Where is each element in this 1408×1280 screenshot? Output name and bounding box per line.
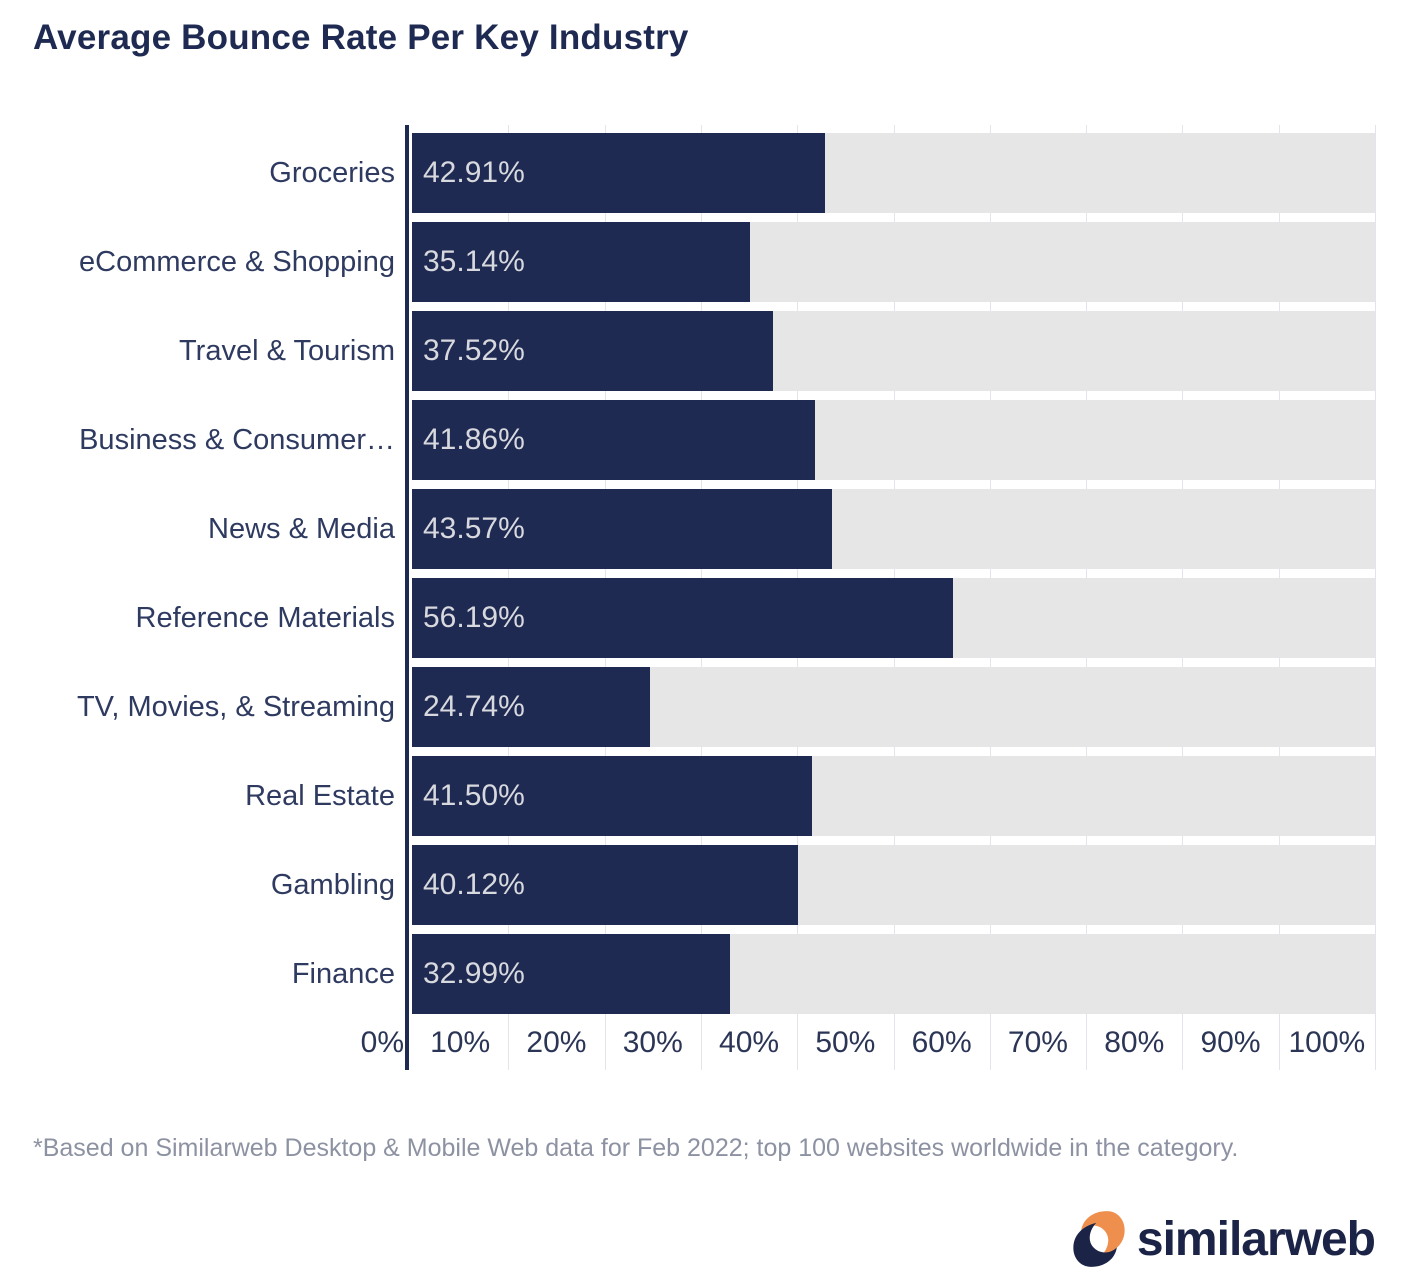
- x-axis-tick-label: 70%: [1007, 1025, 1068, 1059]
- category-label: Travel & Tourism: [179, 334, 395, 367]
- similarweb-swirl-icon: [1073, 1211, 1125, 1267]
- bar-value-label: 41.50%: [423, 779, 525, 812]
- bar-groceries: 42.91%: [412, 133, 826, 213]
- category-label: Finance: [291, 957, 395, 990]
- bar-value-label: 37.52%: [423, 334, 525, 367]
- category-label: eCommerce & Shopping: [79, 245, 395, 278]
- x-axis-tick-label: 50%: [815, 1025, 876, 1059]
- category-label: Groceries: [269, 156, 395, 189]
- bar-track: 37.52%: [412, 311, 1375, 391]
- bar-value-label: 43.57%: [423, 512, 525, 545]
- gridline: [1375, 125, 1376, 1070]
- bar-track: 41.50%: [412, 756, 1375, 836]
- x-axis-tick-label: 30%: [622, 1025, 683, 1059]
- bar-track: 56.19%: [412, 578, 1375, 658]
- bar-rows: 42.91% 35.14% 37.52% 41.86% 43.5: [412, 125, 1375, 1015]
- bar-track: 40.12%: [412, 845, 1375, 925]
- bar-track: 41.86%: [412, 400, 1375, 480]
- bar-ecommerce-shopping: 35.14%: [412, 222, 751, 302]
- similarweb-logo-text: similarweb: [1136, 1212, 1376, 1266]
- bar-news-media: 43.57%: [412, 489, 832, 569]
- category-label: News & Media: [208, 512, 395, 545]
- bar-value-label: 41.86%: [423, 423, 525, 456]
- bar-value-label: 35.14%: [423, 245, 525, 278]
- category-label: Business & Consumer…: [79, 423, 395, 456]
- bar-value-label: 24.74%: [423, 690, 525, 723]
- bar-business-consumer: 41.86%: [412, 400, 816, 480]
- x-axis: 10% 20% 30% 40% 50% 60% 70% 80% 90% 100%: [412, 1015, 1375, 1070]
- bar-tv-movies-streaming: 24.74%: [412, 667, 651, 747]
- bar-travel-tourism: 37.52%: [412, 311, 774, 391]
- x-axis-tick-label: 0%: [360, 1025, 404, 1059]
- bar-track: 32.99%: [412, 934, 1375, 1014]
- bar-track: 35.14%: [412, 222, 1375, 302]
- footnote: *Based on Similarweb Desktop & Mobile We…: [33, 1134, 1239, 1162]
- bar-value-label: 40.12%: [423, 868, 525, 901]
- bar-value-label: 42.91%: [423, 156, 525, 189]
- x-axis-tick-label: 10%: [430, 1025, 491, 1059]
- y-axis-line: [405, 125, 409, 1070]
- bar-track: 43.57%: [412, 489, 1375, 569]
- plot-area: 42.91% 35.14% 37.52% 41.86% 43.5: [361, 125, 1376, 1070]
- bar-gambling: 40.12%: [412, 845, 799, 925]
- category-label: Gambling: [270, 868, 395, 901]
- x-axis-tick-label: 80%: [1104, 1025, 1165, 1059]
- x-axis-tick-label: 60%: [911, 1025, 972, 1059]
- chart-title: Average Bounce Rate Per Key Industry: [33, 18, 689, 57]
- category-label: TV, Movies, & Streaming: [76, 690, 395, 723]
- bar-track: 42.91%: [412, 133, 1375, 213]
- bar-reference-materials: 56.19%: [412, 578, 954, 658]
- category-labels-column: Groceries eCommerce & Shopping Travel & …: [0, 125, 395, 1015]
- similarweb-logo: similarweb: [1072, 1210, 1376, 1268]
- x-axis-tick-label: 100%: [1288, 1025, 1366, 1059]
- x-axis-tick-label: 40%: [719, 1025, 780, 1059]
- bar-value-label: 56.19%: [423, 601, 525, 634]
- category-label: Real Estate: [245, 779, 395, 812]
- x-axis-tick-label: 90%: [1200, 1025, 1261, 1059]
- bar-finance: 32.99%: [412, 934, 730, 1014]
- bar-track: 24.74%: [412, 667, 1375, 747]
- bar-value-label: 32.99%: [423, 957, 525, 990]
- x-axis-tick-label: 20%: [526, 1025, 587, 1059]
- category-label: Reference Materials: [135, 601, 396, 634]
- bar-real-estate: 41.50%: [412, 756, 812, 836]
